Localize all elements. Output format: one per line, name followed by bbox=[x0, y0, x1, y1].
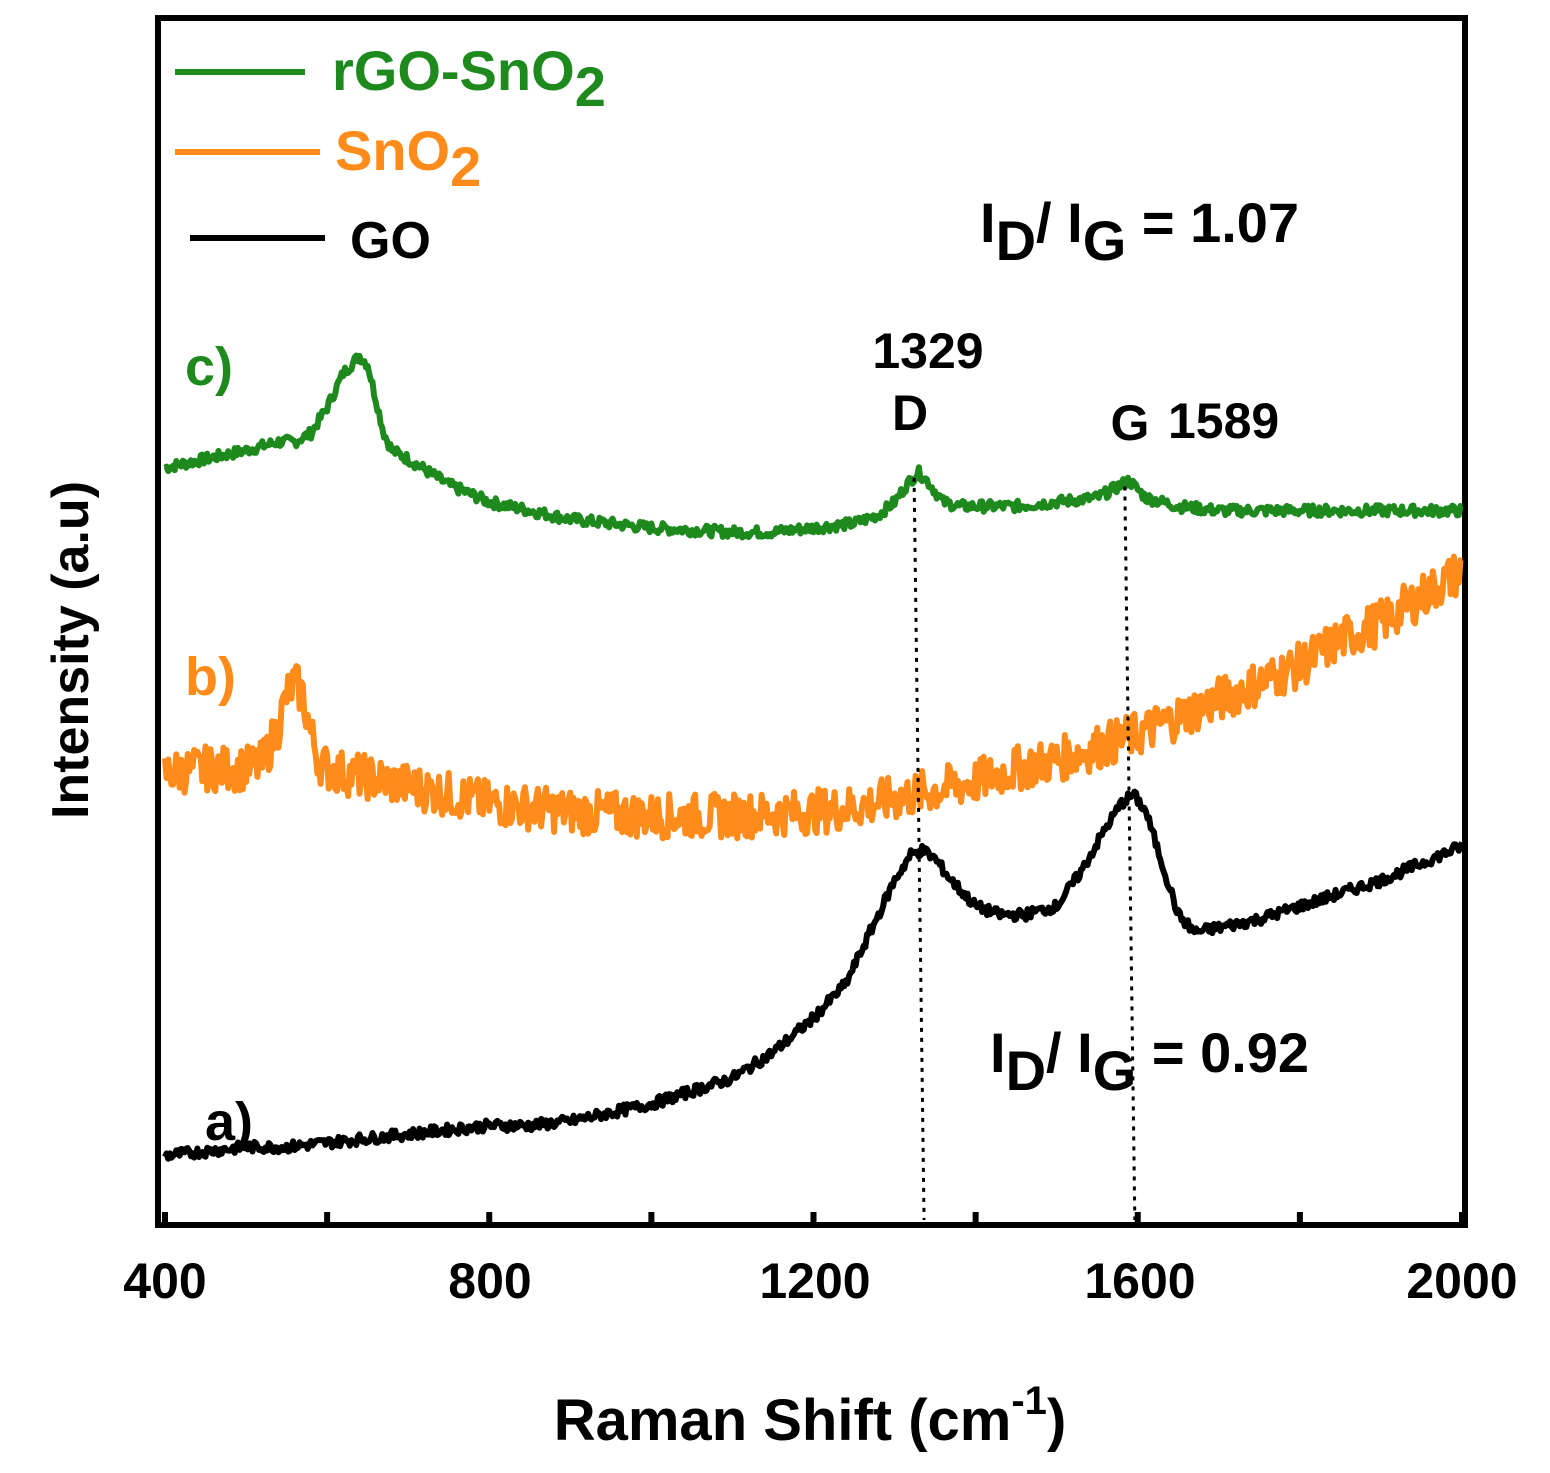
x-axis-tick-labels: 400 800 1200 1600 2000 bbox=[123, 1253, 1517, 1309]
peak-g-value: 1589 bbox=[1168, 393, 1279, 449]
ratio-annotation-top: ID/ IG = 1.07 bbox=[980, 191, 1299, 272]
peak-guide-lines bbox=[912, 477, 1137, 1221]
x-axis-label: Raman Shift (cm-1) bbox=[554, 1379, 1067, 1453]
series-label-a: a) bbox=[205, 1092, 253, 1152]
legend-label-sno2: SnO2 bbox=[335, 119, 481, 198]
series-line-b bbox=[162, 553, 1464, 842]
x-tick-label: 400 bbox=[123, 1253, 206, 1309]
peak-guide-d bbox=[912, 477, 926, 1221]
plot-frame bbox=[155, 15, 1468, 1228]
series-label-b: b) bbox=[185, 647, 236, 707]
peak-g-label: G bbox=[1111, 395, 1150, 451]
peak-d-value: 1329 bbox=[872, 323, 983, 379]
legend-label-go: GO bbox=[350, 212, 431, 270]
x-tick-label: 1600 bbox=[1084, 1253, 1195, 1309]
ratio-annotation-bottom: ID/ IG = 0.92 bbox=[990, 1021, 1309, 1102]
x-axis-ticks bbox=[162, 1212, 1465, 1222]
legend-label-rgo-sno2: rGO-SnO2 bbox=[332, 39, 606, 118]
series-line-c bbox=[163, 352, 1464, 541]
peak-guide-g bbox=[1123, 486, 1137, 1221]
series-layer bbox=[162, 352, 1465, 1162]
series-label-c: c) bbox=[185, 337, 233, 397]
x-tick-label: 1200 bbox=[759, 1253, 870, 1309]
x-tick-label: 2000 bbox=[1406, 1253, 1517, 1309]
y-axis-label: Intensity (a.u) bbox=[42, 481, 100, 819]
series-line-a bbox=[162, 788, 1465, 1162]
x-tick-label: 800 bbox=[448, 1253, 531, 1309]
legend: rGO-SnO2 SnO2 GO bbox=[175, 39, 606, 270]
peak-d-label: D bbox=[892, 385, 928, 441]
